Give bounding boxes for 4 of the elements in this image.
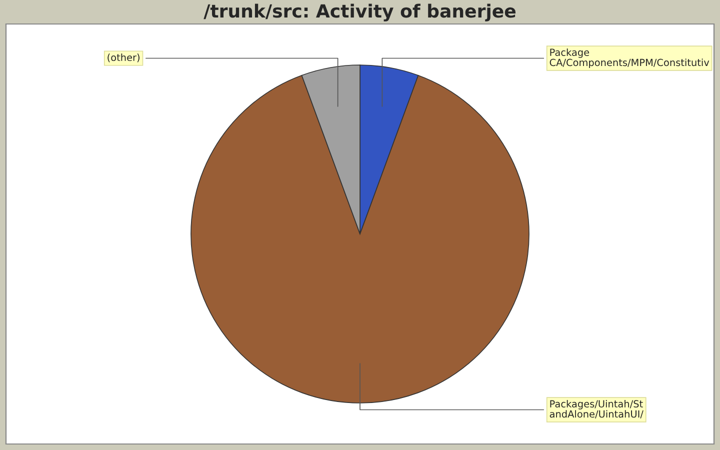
slice-label: (other): [108, 54, 140, 62]
chart-title: /trunk/src: Activity of banerjee: [204, 4, 516, 22]
slice-label: Package CA/Components/MPM/Constitutiv: [550, 48, 710, 68]
slice-label: Packages/Uintah/St andAlone/UintahUI/: [550, 400, 644, 418]
